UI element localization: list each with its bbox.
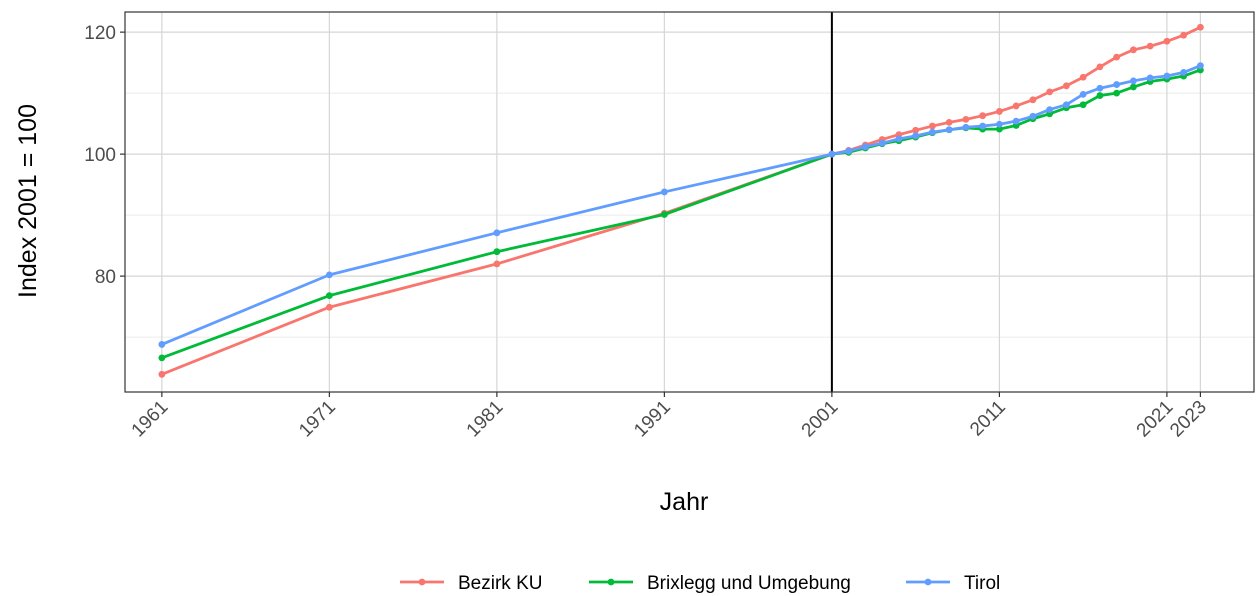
data-point: [493, 248, 501, 256]
major-gridlines: [125, 12, 1254, 392]
y-tick-label: 100: [84, 145, 116, 166]
data-point: [1012, 117, 1020, 125]
x-tick-label: 2021: [1133, 397, 1178, 442]
data-point: [1062, 82, 1070, 90]
data-point: [325, 303, 333, 311]
data-point: [660, 211, 668, 218]
legend-key-point: [607, 578, 615, 586]
x-tick-label: 1981: [463, 397, 508, 442]
data-point: [1096, 92, 1104, 99]
series-line-0: [160, 25, 1202, 376]
legend: Bezirk KU Brixlegg und Umgebung Tirol: [400, 573, 1000, 594]
data-point: [1180, 68, 1188, 76]
data-point: [1129, 83, 1137, 91]
data-point: [1079, 101, 1087, 109]
y-tick-label: 120: [84, 23, 116, 44]
data-point: [828, 150, 836, 158]
data-point: [1180, 31, 1188, 39]
legend-label: Brixlegg und Umgebung: [647, 573, 851, 594]
data-point: [158, 370, 166, 378]
y-tick-label: 80: [95, 267, 116, 288]
data-point: [1096, 84, 1104, 92]
data-point: [912, 132, 920, 140]
data-point: [945, 119, 953, 126]
data-point: [1113, 89, 1121, 97]
x-tick-label: 2001: [798, 397, 843, 442]
data-point: [1079, 90, 1087, 98]
data-point: [1113, 81, 1121, 88]
data-point: [928, 122, 936, 130]
data-point: [979, 122, 987, 130]
data-point: [1129, 77, 1137, 85]
legend-key-point: [924, 578, 932, 586]
data-point: [995, 125, 1003, 133]
data-point: [878, 139, 886, 147]
y-axis-title: Index 2001 = 100: [14, 104, 42, 298]
y-axis: 80 100 120: [84, 23, 125, 288]
x-axis-title: Jahr: [660, 488, 709, 516]
data-point: [1096, 63, 1104, 71]
legend-label: Tirol: [964, 573, 1000, 594]
data-point: [493, 260, 501, 268]
data-point: [1163, 72, 1171, 80]
data-point: [861, 143, 869, 151]
data-point: [325, 271, 333, 279]
data-point: [1046, 106, 1054, 113]
legend-item: Bezirk KU: [400, 573, 542, 594]
legend-item: Brixlegg und Umgebung: [589, 573, 851, 594]
minor-gridlines: [125, 92, 1254, 338]
legend-key-point: [418, 578, 426, 586]
data-point: [1146, 74, 1154, 82]
panel-border: [124, 11, 1255, 393]
series-line-1: [160, 68, 1202, 360]
data-point: [962, 115, 970, 123]
data-point: [995, 120, 1003, 128]
panel-frame: [124, 11, 1255, 393]
data-point: [928, 128, 936, 136]
data-point: [895, 135, 903, 143]
data-point: [1113, 53, 1121, 61]
data-point: [1196, 62, 1204, 70]
data-point: [325, 292, 333, 300]
data-point: [1079, 73, 1087, 81]
data-point: [1012, 102, 1020, 110]
data-point: [158, 341, 166, 348]
x-tick-label: 2023: [1166, 397, 1211, 442]
data-point: [1062, 101, 1070, 109]
data-point: [1146, 42, 1154, 50]
data-point: [1163, 37, 1171, 45]
data-point: [979, 112, 987, 120]
legend-label: Bezirk KU: [458, 573, 542, 594]
data-point: [945, 126, 953, 134]
x-tick-label: 1961: [128, 397, 173, 442]
data-point: [660, 188, 668, 196]
data-point: [995, 108, 1003, 115]
data-point: [912, 126, 920, 134]
data-point: [1029, 96, 1037, 104]
data-point: [1046, 88, 1054, 96]
series-line-2: [160, 64, 1202, 346]
data-point: [962, 123, 970, 131]
data-point: [1196, 23, 1204, 31]
series-layer: [158, 23, 1204, 378]
data-point: [1129, 46, 1137, 54]
data-point: [1029, 112, 1037, 120]
data-point: [158, 354, 166, 362]
x-tick-label: 1991: [630, 397, 675, 442]
data-point: [845, 147, 853, 155]
data-point: [493, 229, 501, 237]
legend-item: Tirol: [906, 573, 1000, 594]
x-tick-label: 1971: [295, 397, 340, 442]
x-tick-label: 2011: [966, 397, 1010, 441]
